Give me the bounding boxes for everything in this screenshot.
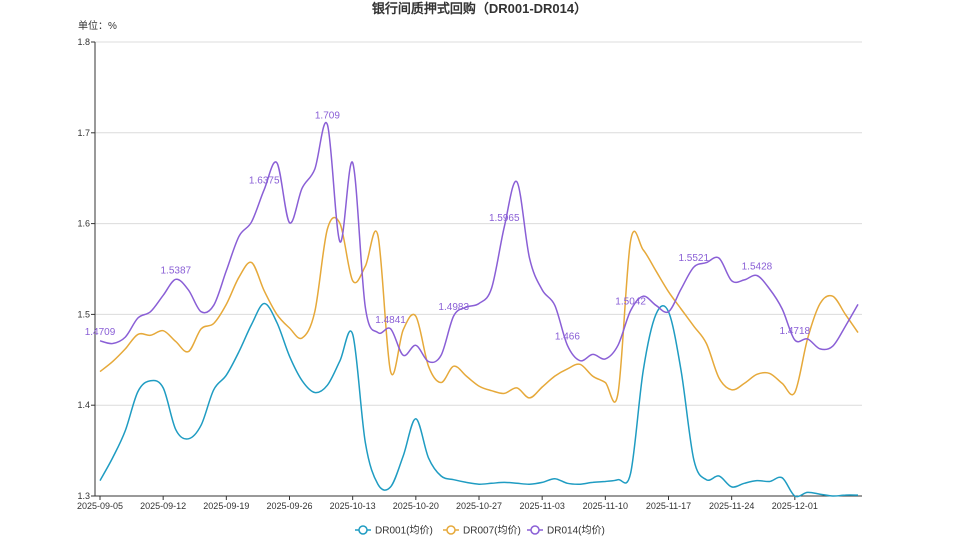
y-tick-label: 1.7 — [77, 128, 90, 138]
data-label: 1.6375 — [249, 176, 280, 187]
data-label: 1.4983 — [438, 302, 469, 313]
data-label: 1.5387 — [161, 265, 192, 276]
data-label: 1.709 — [315, 111, 340, 122]
y-unit-label: 单位：% — [78, 19, 117, 32]
x-tick-label: 2025-12-01 — [772, 501, 818, 511]
legend-label: DR014(均价) — [547, 525, 605, 537]
x-tick-label: 2025-09-19 — [203, 501, 249, 511]
x-tick-label: 2025-09-26 — [266, 501, 312, 511]
y-tick-label: 1.5 — [77, 309, 90, 319]
data-labels: 1.4709 1.5387 1.6375 1.709 1.4841 1.4983 1.596… — [85, 111, 811, 343]
data-label: 1.4718 — [780, 326, 811, 337]
y-tick-label: 1.4 — [77, 400, 90, 410]
x-tick-label: 2025-11-03 — [519, 501, 564, 511]
x-tick-label: 2025-11-24 — [709, 501, 754, 511]
legend[interactable]: DR001(均价) DR007(均价) DR014(均价) — [355, 525, 605, 537]
y-tick-label: 1.8 — [77, 37, 90, 47]
data-label: 1.5521 — [678, 253, 709, 264]
y-tick-label: 1.3 — [77, 491, 90, 501]
legend-label: DR001(均价) — [375, 525, 433, 537]
gridlines — [95, 41, 862, 406]
data-label: 1.5428 — [742, 262, 773, 273]
data-label: 1.5042 — [615, 297, 646, 308]
data-label: 1.4709 — [85, 327, 116, 338]
x-tick-label: 2025-11-10 — [583, 501, 628, 511]
legend-marker — [358, 525, 368, 535]
x-tick-label: 2025-10-13 — [330, 501, 376, 511]
x-tick-label: 2025-10-20 — [393, 501, 439, 511]
x-tick-label: 2025-11-17 — [646, 501, 691, 511]
y-tick-label: 1.6 — [77, 219, 90, 229]
data-label: 1.5965 — [489, 213, 520, 224]
series-line-2 — [99, 216, 859, 403]
legend-item-1[interactable]: DR001(均价) — [355, 525, 433, 537]
data-label: 1.4841 — [375, 315, 406, 326]
series-line-1 — [99, 302, 859, 498]
legend-marker — [530, 525, 540, 535]
x-tick-label: 2025-09-12 — [140, 501, 186, 511]
x-tick-label: 2025-09-05 — [77, 501, 123, 511]
legend-item-2[interactable]: DR007(均价) — [443, 525, 521, 537]
x-tick-labels: 2025-09-05 2025-09-12 2025-09-19 2025-09-26… — [77, 496, 818, 511]
y-tick-labels: 1.3 1.4 1.5 1.6 1.7 1.8 — [77, 37, 95, 501]
data-label: 1.466 — [555, 331, 580, 342]
legend-marker — [446, 525, 456, 535]
chart-title: 银行间质押式回购（DR001-DR014） — [372, 1, 587, 16]
legend-label: DR007(均价) — [463, 525, 521, 537]
x-tick-label: 2025-10-27 — [456, 501, 502, 511]
series-line-3 — [99, 121, 859, 364]
series-lines — [99, 121, 859, 498]
legend-item-3[interactable]: DR014(均价) — [527, 525, 605, 537]
